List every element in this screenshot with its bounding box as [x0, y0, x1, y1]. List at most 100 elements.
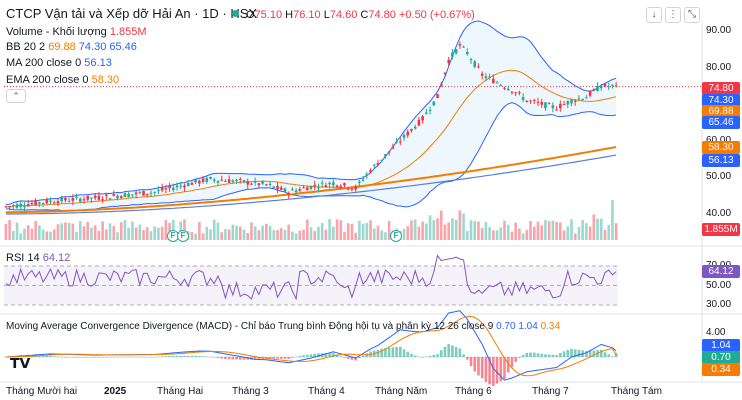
- macd-histogram-bar: [272, 357, 276, 359]
- macd-histogram-bar: [183, 355, 186, 357]
- macd-histogram-bar: [116, 356, 119, 358]
- macd-histogram-bar: [257, 357, 261, 360]
- candle-body: [56, 201, 60, 204]
- rsi-axis-label: 30.00: [706, 299, 732, 310]
- macd-histogram-bar: [224, 357, 227, 359]
- rsi-legend[interactable]: RSI 14 64.12: [6, 251, 70, 265]
- ma-value: 56.13: [84, 57, 112, 69]
- high-label: H: [285, 9, 294, 21]
- volume-bar: [198, 222, 201, 240]
- volume-bar: [78, 221, 82, 240]
- candle-body: [183, 185, 186, 188]
- volume-bar: [190, 231, 194, 240]
- volume-bar: [305, 219, 309, 240]
- volume-bar: [149, 231, 153, 240]
- price-tag: 74.80: [702, 82, 740, 95]
- candle-body: [369, 170, 372, 173]
- volume-bar: [67, 222, 71, 240]
- bb-lower-value: 65.46: [109, 41, 137, 53]
- macd-histogram-bar: [34, 355, 37, 357]
- volume-bar: [421, 221, 424, 240]
- candle-body: [194, 179, 197, 183]
- candle-body: [566, 101, 570, 105]
- candle-body: [134, 192, 138, 195]
- candle-body: [525, 100, 529, 103]
- volume-bar: [413, 219, 417, 240]
- candle-body: [205, 178, 209, 182]
- macd-histogram-bar: [138, 356, 142, 358]
- candle-body: [588, 91, 592, 96]
- candle-body: [119, 196, 123, 198]
- bb-label: BB 20 2: [6, 41, 46, 53]
- event-mark[interactable]: F: [390, 230, 402, 242]
- macd-histogram-bar: [175, 355, 179, 357]
- candle-body: [268, 184, 272, 186]
- candle-body: [116, 195, 119, 199]
- macd-histogram-bar: [216, 357, 220, 359]
- macd-legend[interactable]: Moving Average Convergence Divergence (M…: [6, 320, 560, 334]
- volume-bar: [34, 221, 37, 240]
- volume-bar: [503, 220, 506, 240]
- macd-histogram-bar: [153, 356, 157, 358]
- volume-bar: [343, 231, 346, 240]
- macd-histogram-bar: [380, 348, 384, 357]
- price-tag: 65.46: [702, 116, 740, 129]
- bb-legend[interactable]: BB 20 2 69.88 74.30 65.46: [6, 40, 137, 54]
- candle-body: [529, 100, 532, 102]
- chevron-down-icon[interactable]: ↓: [646, 7, 662, 23]
- volume-bar: [287, 224, 290, 240]
- volume-bar: [581, 220, 584, 240]
- time-axis-label: Tháng 3: [232, 386, 269, 397]
- candle-body: [521, 97, 525, 100]
- macd-histogram-bar: [406, 351, 410, 357]
- macd-histogram-bar: [465, 357, 469, 360]
- more-icon[interactable]: ⋮: [665, 7, 681, 23]
- collapse-icon[interactable]: ⤡: [684, 7, 700, 23]
- time-axis-label: Tháng 6: [455, 386, 492, 397]
- volume-bar: [253, 226, 257, 240]
- volume-bar: [153, 226, 157, 240]
- candle-body: [238, 178, 242, 180]
- ema-legend[interactable]: EMA 200 close 0 58.30: [6, 73, 119, 87]
- change-value: +0.50 (+0.67%): [398, 9, 475, 21]
- candle-body: [506, 88, 510, 91]
- volume-bar: [585, 223, 588, 240]
- macd-histogram-bar: [90, 357, 93, 358]
- volume-bar: [611, 200, 614, 240]
- volume-bar: [346, 223, 350, 240]
- ma-200-line: [5, 154, 617, 215]
- candle-body: [402, 134, 406, 138]
- macd-histogram-bar: [503, 357, 506, 379]
- candle-body: [465, 51, 469, 55]
- volume-bar: [90, 227, 93, 240]
- macd-tag: 0.34: [702, 363, 740, 376]
- candle-body: [291, 189, 294, 191]
- candle-body: [562, 103, 566, 105]
- ma-legend[interactable]: MA 200 close 0 56.13: [6, 56, 112, 70]
- macd-histogram-bar: [439, 350, 443, 357]
- volume-bar: [291, 231, 294, 240]
- candle-body: [78, 198, 82, 202]
- low-value: 74.60: [329, 9, 358, 21]
- volume-bar: [194, 233, 197, 240]
- volume-legend[interactable]: Volume - Khối lượng 1.855M: [6, 25, 147, 39]
- rsi-tag: 64.12: [702, 265, 740, 278]
- symbol-title[interactable]: CTCP Vận tải và Xếp dỡ Hải An · 1D · HSX: [6, 6, 258, 21]
- volume-bar: [566, 226, 570, 240]
- event-mark[interactable]: F: [177, 230, 189, 242]
- volume-bar: [265, 223, 268, 240]
- candle-body: [343, 183, 346, 186]
- volume-bar: [134, 227, 138, 240]
- time-axis-label: Tháng Mười hai: [6, 386, 78, 397]
- macd-histogram-bar: [294, 356, 298, 358]
- collapse-legend-icon[interactable]: ⌃: [6, 89, 26, 103]
- macd-label: Moving Average Convergence Divergence (M…: [6, 321, 494, 332]
- candle-body: [93, 195, 97, 199]
- open-label: O: [246, 9, 255, 21]
- candle-body: [510, 91, 514, 93]
- ema-value: 58.30: [91, 74, 120, 86]
- macd-histogram-bar: [313, 353, 317, 357]
- volume-bar: [402, 228, 406, 240]
- candle-body: [26, 204, 30, 207]
